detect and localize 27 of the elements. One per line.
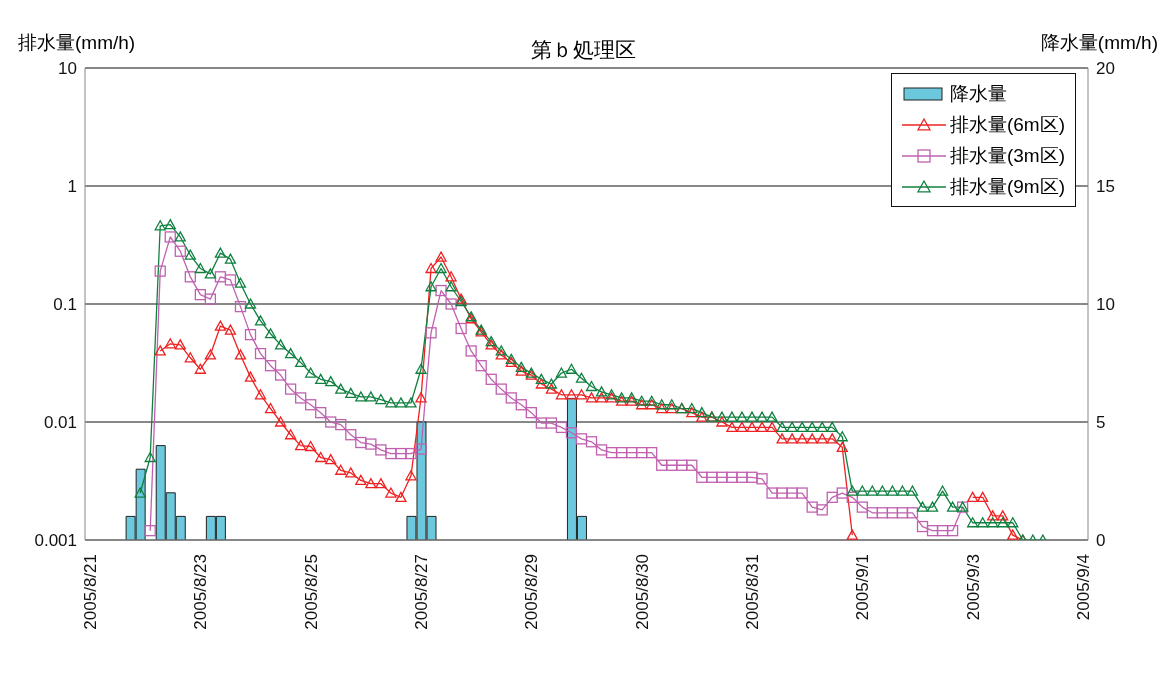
y2-tick-label: 15 (1096, 177, 1115, 197)
y-tick-label: 10 (58, 59, 77, 79)
x-tick-label: 2005/9/1 (853, 554, 873, 621)
chart-title: 第ｂ処理区 (530, 38, 636, 62)
x-tick-label: 2005/8/25 (301, 554, 321, 630)
y2-axis-title: 降水量(mm/h) (1040, 31, 1158, 55)
y-tick-label: 0.001 (34, 531, 77, 551)
legend-label: 排水量(9m区) (949, 174, 1065, 199)
x-tick-label: 2005/8/23 (191, 554, 211, 630)
y2-tick-label: 0 (1096, 531, 1106, 551)
y2-tick-label: 5 (1096, 413, 1106, 433)
y-tick-label: 0.01 (43, 413, 77, 433)
y2-tick-label: 10 (1096, 295, 1115, 315)
x-tick-label: 2005/8/27 (411, 554, 431, 630)
y2-tick-label: 20 (1096, 59, 1115, 79)
x-tick-label: 2005/8/29 (522, 554, 542, 630)
x-tick-label: 2005/9/4 (1073, 554, 1093, 621)
x-tick-label: 2005/8/21 (80, 554, 100, 630)
legend-label: 排水量(6m区) (949, 112, 1065, 137)
legend-label: 降水量 (949, 81, 1007, 106)
x-tick-label: 2005/9/3 (963, 554, 983, 621)
x-tick-label: 2005/8/31 (742, 554, 762, 630)
y-tick-label: 0.1 (53, 295, 77, 315)
y-axis-title: 排水量(mm/h) (18, 31, 136, 55)
x-tick-label: 2005/8/30 (632, 554, 652, 630)
legend-label: 排水量(3m区) (949, 143, 1065, 168)
y-tick-label: 1 (67, 177, 77, 197)
